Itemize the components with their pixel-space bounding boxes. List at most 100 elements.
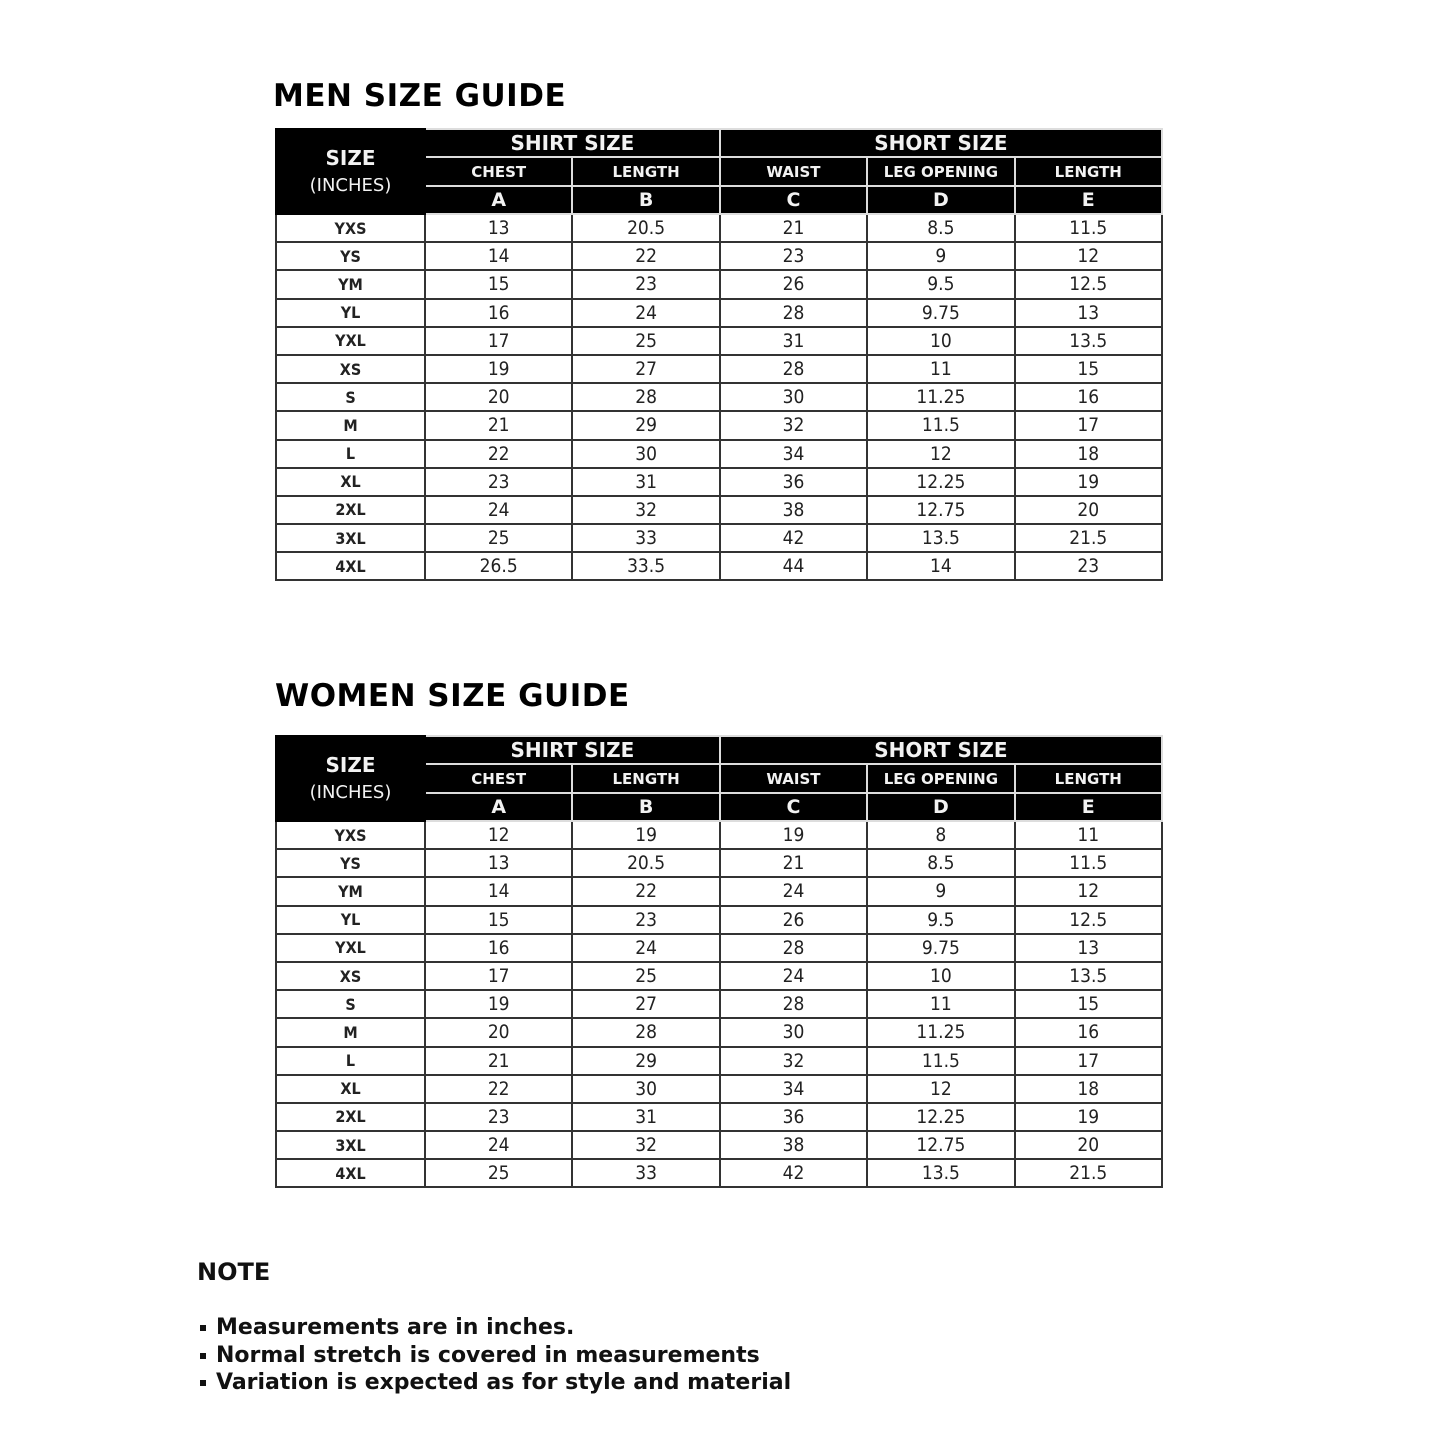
measurement-cell: 13.5 (866, 523, 1016, 554)
measurement-cell: 9.75 (866, 932, 1016, 963)
column-header: LENGTH (1013, 156, 1164, 187)
column-letter: B (571, 185, 721, 215)
measurement-cell: 31 (718, 325, 869, 356)
size-label-cell: L (275, 438, 426, 469)
measurement-cell: 14 (423, 876, 574, 907)
measurement-cell: 38 (718, 494, 869, 526)
measurement-cell: 23 (423, 466, 574, 497)
note-title: NOTE (197, 1258, 271, 1286)
measurement-cell: 26.5 (423, 551, 574, 582)
measurement-cell: 30 (571, 1073, 721, 1104)
measurement-cell: 36 (718, 1101, 869, 1133)
size-label-cell: 2XL (275, 494, 426, 526)
measurement-cell: 12 (1013, 876, 1164, 907)
table-row: XL 22 30 34 12 18 (275, 1073, 1164, 1104)
size-label-cell: L (275, 1045, 426, 1076)
measurement-cell: 30 (718, 382, 869, 413)
size-label-cell: 3XL (275, 1130, 426, 1161)
measurement-cell: 23 (571, 904, 721, 935)
short-size-header: SHORT SIZE (718, 735, 1164, 765)
measurement-cell: 30 (571, 438, 721, 469)
table-row: YXL 16 24 28 9.75 13 (275, 932, 1164, 963)
table-row: M 21 29 32 11.5 17 (275, 410, 1164, 441)
measurement-cell: 11.5 (866, 410, 1016, 441)
measurement-cell: 32 (571, 1130, 721, 1161)
measurement-cell: 9.75 (866, 297, 1016, 328)
table-row: 3XL 24 32 38 12.75 20 (275, 1130, 1164, 1161)
measurement-cell: 32 (571, 494, 721, 526)
measurement-cell: 11 (866, 353, 1016, 385)
table-row: YS 14 22 23 9 12 (275, 241, 1164, 272)
measurement-cell: 16 (1013, 382, 1164, 413)
measurement-cell: 16 (1013, 1017, 1164, 1048)
table-row: L 21 29 32 11.5 17 (275, 1045, 1164, 1076)
measurement-cell: 24 (571, 297, 721, 328)
measurement-cell: 15 (423, 904, 574, 935)
measurement-cell: 24 (423, 1130, 574, 1161)
size-label-cell: 4XL (275, 1158, 426, 1189)
measurement-cell: 13.5 (1013, 325, 1164, 356)
size-label-cell: XL (275, 1073, 426, 1104)
measurement-cell: 21.5 (1013, 523, 1164, 554)
measurement-cell: 27 (571, 989, 721, 1020)
measurement-cell: 21.5 (1013, 1158, 1164, 1189)
measurement-cell: 20 (423, 382, 574, 413)
column-header: LENGTH (571, 156, 721, 187)
women-size-guide-title: WOMEN SIZE GUIDE (275, 678, 630, 714)
shirt-size-header: SHIRT SIZE (424, 735, 721, 765)
measurement-cell: 21 (718, 848, 869, 879)
measurement-cell: 11.25 (866, 382, 1016, 413)
table-row: S 20 28 30 11.25 16 (275, 382, 1164, 413)
size-label-cell: 2XL (275, 1101, 426, 1133)
measurement-cell: 22 (423, 1073, 574, 1104)
measurement-cell: 8.5 (866, 212, 1016, 244)
measurement-cell: 9 (866, 876, 1016, 907)
women-size-table: SIZE (INCHES) SHIRT SIZE SHORT SIZE CHEST LEN… (275, 735, 1164, 1189)
measurement-cell: 44 (718, 551, 869, 582)
note-text: Measurements are in inches. (216, 1315, 575, 1340)
measurement-cell: 17 (423, 325, 574, 356)
measurement-cell: 19 (423, 353, 574, 385)
measurement-cell: 14 (866, 551, 1016, 582)
measurement-cell: 29 (571, 1045, 721, 1076)
measurement-cell: 13 (423, 212, 574, 244)
measurement-cell: 23 (423, 1101, 574, 1133)
measurement-cell: 12.25 (866, 1101, 1016, 1133)
size-label-cell: M (275, 1017, 426, 1048)
measurement-cell: 28 (718, 353, 869, 385)
measurement-cell: 12 (866, 1073, 1016, 1104)
column-letter: D (866, 185, 1016, 215)
measurement-cell: 25 (423, 523, 574, 554)
measurement-cell: 8.5 (866, 848, 1016, 879)
measurement-cell: 25 (423, 1158, 574, 1189)
measurement-cell: 21 (718, 212, 869, 244)
table-row: 2XL 23 31 36 12.25 19 (275, 1101, 1164, 1133)
measurement-cell: 23 (718, 241, 869, 272)
measurement-cell: 11 (1013, 819, 1164, 851)
column-letter: D (866, 792, 1016, 822)
unit-label: (INCHES) (309, 174, 392, 196)
size-label-cell: YS (275, 241, 426, 272)
measurement-cell: 20 (423, 1017, 574, 1048)
measurement-cell: 10 (866, 960, 1016, 992)
measurement-cell: 26 (718, 904, 869, 935)
size-label-cell: M (275, 410, 426, 441)
bullet-icon (200, 1380, 206, 1386)
measurement-cell: 24 (718, 876, 869, 907)
size-label-cell: YM (275, 269, 426, 300)
table-row: YS 13 20.5 21 8.5 11.5 (275, 848, 1164, 879)
measurement-cell: 28 (571, 1017, 721, 1048)
column-header: CHEST (423, 156, 574, 187)
measurement-cell: 17 (423, 960, 574, 992)
size-label-cell: S (275, 382, 426, 413)
measurement-cell: 13.5 (1013, 960, 1164, 992)
men-size-table: SIZE (INCHES) SHIRT SIZE SHORT SIZE CHEST LEN… (275, 128, 1164, 582)
measurement-cell: 33 (571, 523, 721, 554)
note-text: Normal stretch is covered in measurement… (216, 1342, 760, 1368)
table-row: M 20 28 30 11.25 16 (275, 1017, 1164, 1048)
column-letter: E (1013, 185, 1164, 215)
measurement-cell: 23 (1013, 551, 1164, 582)
note-list: Measurements are in inches. Normal stret… (200, 1314, 791, 1397)
measurement-cell: 12.5 (1013, 269, 1164, 300)
measurement-cell: 21 (423, 1045, 574, 1076)
